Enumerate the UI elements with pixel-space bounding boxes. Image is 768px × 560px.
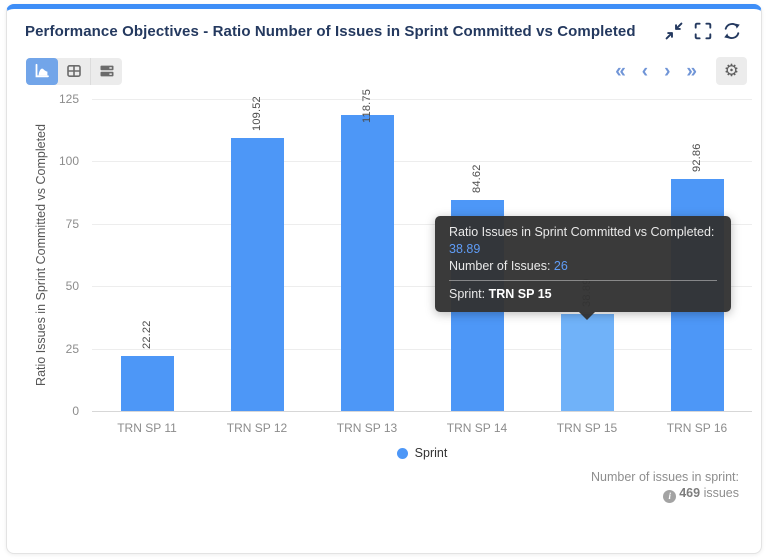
tooltip-divider xyxy=(449,280,717,281)
dashboard-gadget-card: Performance Objectives - Ratio Number of… xyxy=(6,4,762,554)
bar-value-label: 118.75 xyxy=(361,89,373,124)
issues-count-label: Number of issues in sprint: xyxy=(591,470,739,484)
bar-value-label: 92.86 xyxy=(691,143,703,173)
y-tick-label: 75 xyxy=(65,216,79,231)
x-tick-label: TRN SP 14 xyxy=(446,421,508,435)
refresh-icon[interactable] xyxy=(723,22,741,40)
gridline xyxy=(92,411,752,412)
last-page-button[interactable]: » xyxy=(686,60,697,82)
x-tick-label: TRN SP 13 xyxy=(336,421,398,435)
bar-value-label: 109.52 xyxy=(251,95,263,131)
legend-label: Sprint xyxy=(414,446,448,460)
x-tick-label: TRN SP 11 xyxy=(117,421,177,435)
gadget-header: Performance Objectives - Ratio Number of… xyxy=(7,9,761,51)
x-tick-label: TRN SP 12 xyxy=(226,421,288,435)
bar-value-label: 22.22 xyxy=(141,320,153,349)
issues-count-line: i 469 issues xyxy=(7,485,739,503)
gridline xyxy=(92,348,752,350)
legend-item-sprint[interactable]: Sprint xyxy=(92,446,752,460)
chart-area: Ratio Issues in Sprint Committed vs Comp… xyxy=(7,89,761,461)
gridline xyxy=(92,161,752,163)
tooltip-sprint-line: Sprint: TRN SP 15 xyxy=(449,287,552,301)
chart-toolbar: « ‹ › » ⚙ xyxy=(7,51,761,85)
x-tick-label: TRN SP 15 xyxy=(556,421,618,435)
view-switcher xyxy=(26,57,122,85)
list-icon xyxy=(100,65,113,77)
chart-tooltip: Ratio Issues in Sprint Committed vs Comp… xyxy=(435,216,731,320)
table-view-button[interactable] xyxy=(58,58,90,85)
table-icon xyxy=(67,64,81,77)
first-page-button[interactable]: « xyxy=(615,60,626,82)
y-axis-title: Ratio Issues in Sprint Committed vs Comp… xyxy=(34,124,48,386)
prev-page-button[interactable]: ‹ xyxy=(641,60,649,82)
y-tick-label: 0 xyxy=(72,404,79,418)
tooltip-issues-value: 26 xyxy=(553,259,568,273)
fullscreen-icon[interactable] xyxy=(694,22,712,40)
issues-count-note: Number of issues in sprint: i 469 issues xyxy=(7,461,761,503)
x-tick-label: TRN SP 16 xyxy=(666,421,728,435)
page-title: Performance Objectives - Ratio Number of… xyxy=(25,22,636,40)
plot-area: Ratio Issues in Sprint Committed vs Comp… xyxy=(59,89,752,460)
tooltip-sprint-value: TRN SP 15 xyxy=(488,287,552,301)
chart-view-button[interactable] xyxy=(26,57,58,85)
y-tick-label: 100 xyxy=(58,154,79,169)
gridline xyxy=(92,223,752,225)
next-page-button[interactable]: › xyxy=(664,60,671,82)
pagination-controls: « ‹ › » ⚙ xyxy=(608,57,747,85)
gridline xyxy=(92,286,752,288)
settings-button[interactable]: ⚙ xyxy=(716,57,747,85)
collapse-icon[interactable] xyxy=(665,22,683,40)
bar-trn-sp-15[interactable] xyxy=(560,313,614,411)
tooltip-issues-line: Number of Issues: 26 xyxy=(449,259,568,273)
bar-chart-icon xyxy=(35,63,49,78)
gridline xyxy=(92,99,752,100)
bar-trn-sp-11[interactable] xyxy=(120,355,174,411)
tooltip-ratio-label: Ratio Issues in Sprint Committed vs Comp… xyxy=(449,225,715,239)
y-tick-label: 25 xyxy=(65,341,79,356)
bar-value-label: 84.62 xyxy=(471,164,483,193)
tooltip-arrow xyxy=(579,312,595,320)
tooltip-ratio-value: 38.89 xyxy=(449,242,481,256)
list-view-button[interactable] xyxy=(90,57,122,85)
info-icon: i xyxy=(663,489,677,503)
gear-icon: ⚙ xyxy=(723,61,740,80)
issues-count-value: 469 xyxy=(679,486,701,500)
header-actions xyxy=(665,22,741,40)
bar-trn-sp-12[interactable] xyxy=(230,137,284,411)
legend-dot xyxy=(396,447,408,459)
bar-trn-sp-13[interactable] xyxy=(340,114,394,411)
y-tick-label: 50 xyxy=(65,279,79,294)
y-tick-label: 125 xyxy=(58,92,79,106)
